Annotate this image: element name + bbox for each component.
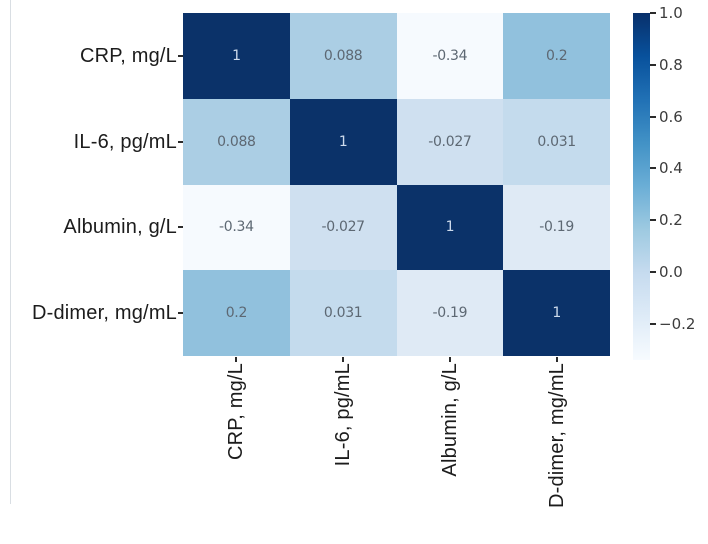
- cell-value: 0.088: [217, 133, 256, 150]
- cell-value: 0.2: [545, 47, 568, 64]
- x-axis-tick: [555, 357, 558, 362]
- y-axis-tick: [178, 226, 183, 229]
- heatmap-cell: 0.2: [183, 270, 290, 356]
- colorbar-tick-label: 0.6: [659, 107, 683, 126]
- heatmap-cell: 0.2: [503, 13, 610, 99]
- colorbar-tick: [650, 322, 656, 325]
- cell-value: -0.19: [539, 219, 574, 236]
- document-table-border-line: [10, 0, 11, 504]
- x-axis-label: Albumin, g/L: [438, 363, 461, 477]
- colorbar-tick: [650, 167, 656, 170]
- colorbar-tick: [650, 270, 656, 273]
- heatmap-cell: 1: [396, 184, 504, 271]
- colorbar-tick: [650, 219, 656, 222]
- colorbar-tick: [650, 63, 656, 66]
- x-axis-label: D-dimer, mg/mL: [545, 363, 568, 509]
- x-axis-label: IL-6, pg/mL: [332, 363, 355, 467]
- cell-value: -0.027: [428, 133, 472, 150]
- y-axis-tick: [178, 54, 183, 57]
- heatmap-cell: 0.031: [289, 270, 397, 356]
- heatmap-cell: 1: [289, 98, 397, 185]
- cell-value: 0.031: [537, 133, 576, 150]
- x-axis-label: CRP, mg/L: [225, 363, 248, 461]
- y-axis-tick: [178, 312, 183, 315]
- heatmap-cell: 1: [183, 13, 290, 99]
- heatmap-cell: 0.031: [503, 98, 610, 185]
- cell-value: -0.34: [219, 219, 254, 236]
- heatmap-cell: -0.34: [183, 184, 290, 271]
- heatmap-cell: 0.088: [183, 98, 290, 185]
- colorbar-tick: [650, 115, 656, 118]
- colorbar-tick-label: −0.2: [659, 314, 696, 333]
- y-axis-label: D-dimer, mg/mL: [31, 302, 177, 325]
- heatmap-grid: 1 0.088 -0.34 0.2 0.088 1 -0.027 0.031 -0.34 -0.0…: [183, 13, 610, 356]
- colorbar-tick-label: 0.2: [659, 211, 683, 230]
- cell-value: 0.2: [225, 305, 248, 322]
- x-axis-tick: [342, 357, 345, 362]
- colorbar-tick-label: 0.4: [659, 159, 683, 178]
- x-axis-tick: [235, 357, 238, 362]
- cell-value: -0.027: [321, 219, 365, 236]
- cell-value: -0.34: [432, 47, 468, 64]
- colorbar-gradient: [633, 13, 650, 360]
- colorbar-tick: [650, 12, 656, 14]
- heatmap-cell: -0.19: [396, 270, 504, 356]
- heatmap-cell: -0.19: [503, 184, 610, 271]
- x-axis-tick: [448, 357, 451, 362]
- cell-value: 1: [552, 305, 561, 322]
- y-axis-label: Albumin, g/L: [63, 216, 177, 239]
- colorbar-tick-label: 0.0: [659, 262, 683, 281]
- cell-value: 1: [232, 47, 241, 64]
- heatmap-cell: -0.027: [396, 98, 504, 185]
- colorbar-tick-label: 0.8: [659, 55, 683, 74]
- heatmap-cell: 0.088: [289, 13, 397, 99]
- cell-value: 1: [445, 219, 455, 236]
- colorbar-tick-label: 1.0: [659, 4, 683, 22]
- heatmap-cell: -0.34: [396, 13, 504, 99]
- cell-value: 0.088: [323, 47, 363, 64]
- y-axis-label: CRP, mg/L: [79, 44, 177, 67]
- cell-value: -0.19: [432, 305, 468, 322]
- y-axis-tick: [178, 140, 183, 143]
- cell-value: 0.031: [323, 305, 363, 322]
- heatmap-cell: 1: [503, 270, 610, 356]
- heatmap-cell: -0.027: [289, 184, 397, 271]
- y-axis-label: IL-6, pg/mL: [73, 130, 177, 153]
- cell-value: 1: [338, 133, 348, 150]
